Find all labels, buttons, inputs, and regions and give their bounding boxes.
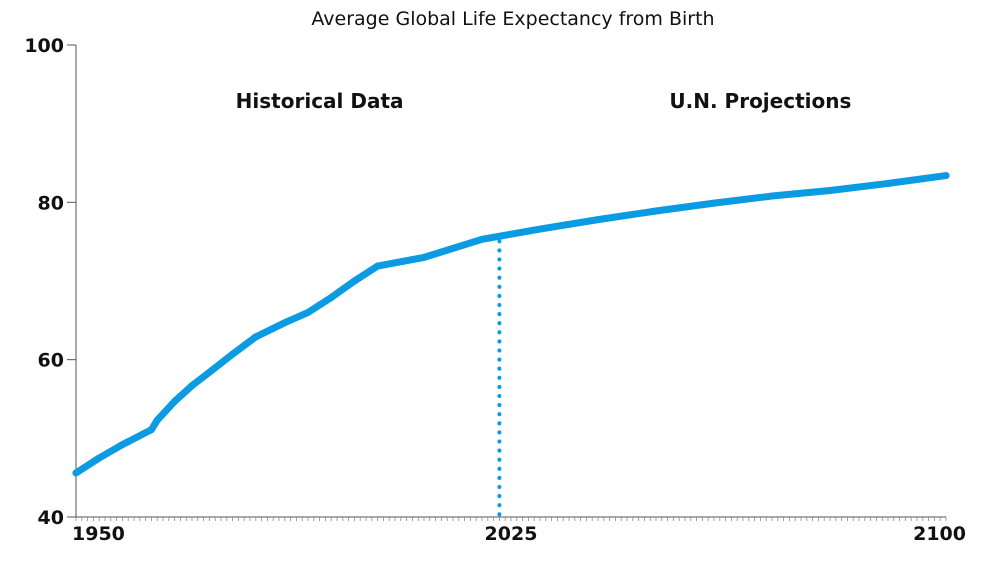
- data-point: [118, 441, 126, 449]
- data-point: [884, 179, 892, 187]
- data-point: [652, 207, 660, 215]
- data-point: [72, 469, 80, 477]
- chart-title: Average Global Life Expectancy from Birt…: [311, 8, 714, 30]
- data-point: [147, 426, 155, 434]
- data-point: [478, 235, 486, 243]
- data-point: [374, 262, 382, 270]
- data-point: [768, 192, 776, 200]
- data-point: [153, 416, 161, 424]
- data-point: [205, 368, 213, 376]
- data-point: [942, 172, 950, 180]
- data-point: [171, 397, 179, 405]
- data-point: [350, 277, 358, 285]
- data-point: [826, 187, 834, 195]
- y-tick-label: 40: [38, 507, 64, 529]
- annotation-label: U.N. Projections: [669, 89, 851, 113]
- axes: 40 60 80 100 1950 2025 2100: [24, 35, 966, 545]
- x-tick-label: 2100: [913, 523, 966, 545]
- data-point: [594, 216, 602, 224]
- y-tick-label: 80: [38, 192, 64, 214]
- data-point: [229, 350, 237, 358]
- y-tick-label: 100: [24, 35, 64, 57]
- y-tick-label: 60: [38, 350, 64, 372]
- plot-area: [72, 172, 950, 519]
- data-point: [252, 333, 260, 341]
- data-point: [420, 253, 428, 261]
- data-point: [281, 319, 289, 327]
- data-point: [304, 308, 312, 316]
- data-point: [188, 382, 196, 390]
- annotations: Historical Data U.N. Projections: [236, 89, 852, 113]
- annotation-label: Historical Data: [236, 89, 404, 113]
- x-tick-label: 1950: [72, 523, 125, 545]
- data-point: [327, 294, 335, 302]
- data-point: [710, 199, 718, 207]
- data-point: [95, 454, 103, 462]
- x-tick-label: 2025: [485, 523, 538, 545]
- data-point: [536, 225, 544, 233]
- series-line: [72, 172, 950, 477]
